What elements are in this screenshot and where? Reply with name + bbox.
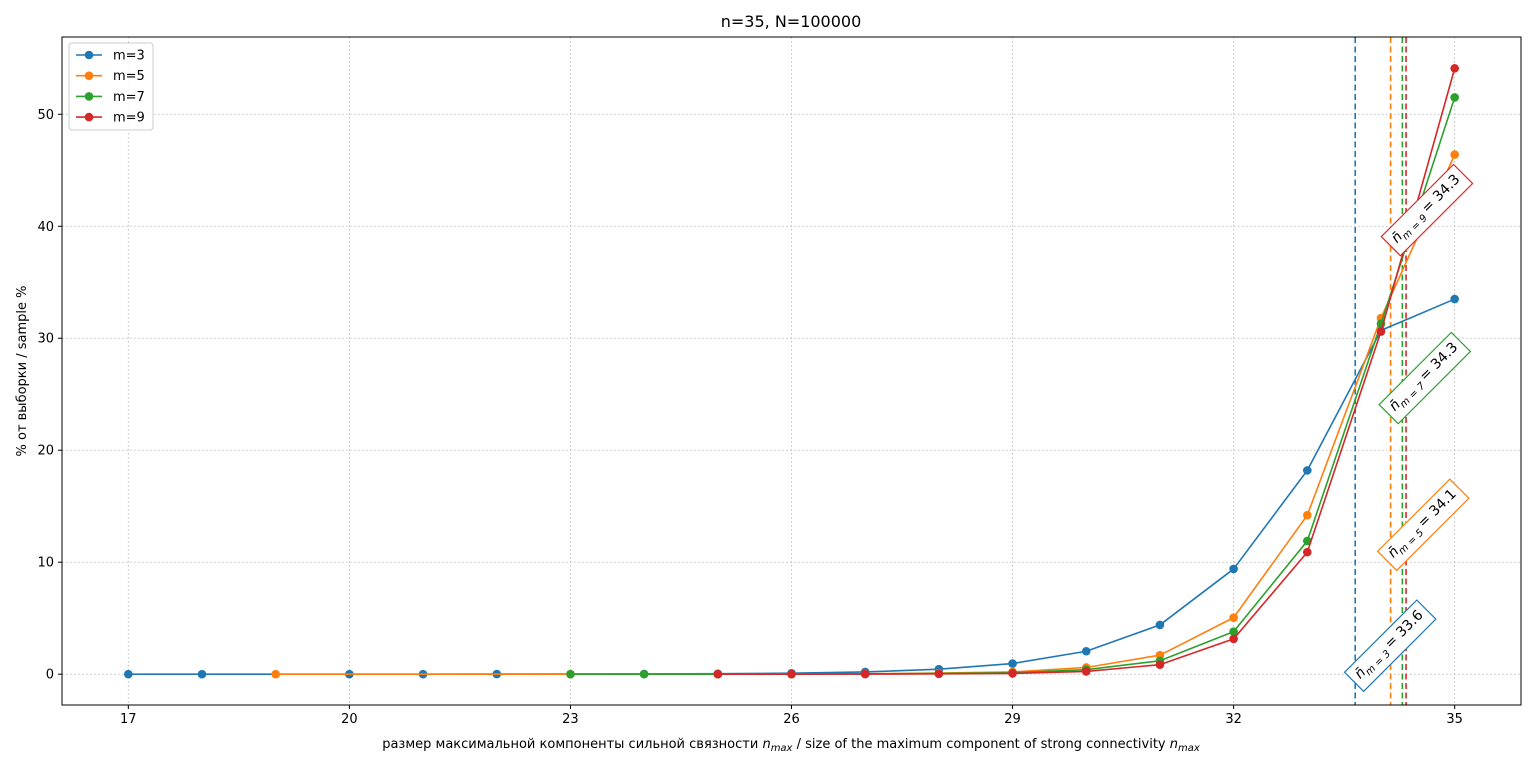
y-tick-label: 30 [37,332,54,347]
legend-box [68,42,154,131]
x-tick-label: 17 [120,712,137,727]
data-point [1008,659,1017,668]
data-point [1450,150,1459,159]
mean-annotation: n̄m = 7= 34.3 [1378,331,1472,425]
data-point [1155,620,1165,630]
data-point [1303,510,1312,520]
mean-annotations: n̄m = 3= 33.6n̄m = 5= 34.1n̄m = 7= 34.3n… [1343,163,1474,693]
axis-ticks: 17 20 23 26 29 32 35 0 10 20 30 40 50 [37,108,1463,727]
mean-annotation: n̄m = 9= 34.3 [1380,163,1474,257]
data-point [566,669,575,679]
data-point [1450,93,1459,102]
data-point [1376,327,1386,336]
y-tick-label: 50 [37,108,54,123]
data-point [1303,547,1312,557]
legend-item: m=9 [76,111,145,126]
legend-label: m=7 [113,90,145,105]
series-m=9 [713,64,1459,679]
data-point [271,669,280,679]
data-point [1229,627,1238,636]
legend-item: m=7 [76,90,145,105]
data-point [787,669,796,679]
data-point [934,669,944,679]
annotation-box [1378,331,1472,425]
series-line [717,68,1456,675]
series-line [275,154,1456,675]
data-point [1450,64,1459,73]
data-point [124,669,133,679]
legend-label: m=5 [113,69,145,84]
annotation-box [1376,478,1470,572]
series-m=3 [124,294,1459,679]
data-point [1303,466,1312,475]
annotation-box [1343,599,1437,693]
grid [62,37,1521,705]
y-axis-label: % от выборки / sample % [15,286,30,457]
series-lines [124,64,1459,679]
x-tick-label: 23 [562,712,579,727]
legend-label: m=9 [113,111,145,126]
x-tick-label: 26 [783,712,800,727]
annotation-text: n̄m = 5= 34.1 [1385,486,1462,563]
legend-item: m=3 [76,49,145,64]
legend-marker [84,71,94,80]
y-tick-label: 0 [46,668,54,683]
data-point [1081,667,1091,676]
legend-marker [84,50,94,60]
chart-title: n=35, N=100000 [721,12,862,31]
x-tick-label: 20 [341,712,358,727]
y-tick-label: 40 [37,220,54,235]
data-point [1229,564,1238,574]
y-tick-label: 10 [37,556,54,571]
data-point [1229,634,1238,644]
annotation-text: n̄m = 7= 34.3 [1386,340,1463,417]
data-point [860,669,870,679]
data-point [1303,536,1312,546]
legend: m=3 m=5 m=7 m=9 [68,42,154,131]
mean-annotation: n̄m = 5= 34.1 [1376,478,1470,572]
y-tick-label: 20 [37,444,54,459]
data-point [1081,646,1091,656]
data-point [713,669,723,679]
data-point [639,669,649,679]
series-m=5 [271,150,1459,679]
x-tick-label: 35 [1446,712,1463,727]
data-point [197,669,207,679]
x-axis-label: размер максимальной компоненты сильной с… [382,737,1200,754]
legend-marker [84,112,94,122]
annotation-box [1380,163,1474,257]
legend-label: m=3 [113,49,145,64]
legend-item: m=5 [76,69,145,84]
data-point [1229,613,1238,622]
x-tick-label: 32 [1225,712,1242,727]
data-point [1450,294,1459,304]
legend-marker [84,92,94,101]
data-point [1155,660,1165,669]
mean-vertical-lines [1354,37,1407,705]
x-tick-label: 29 [1004,712,1021,727]
data-point [1008,669,1017,678]
